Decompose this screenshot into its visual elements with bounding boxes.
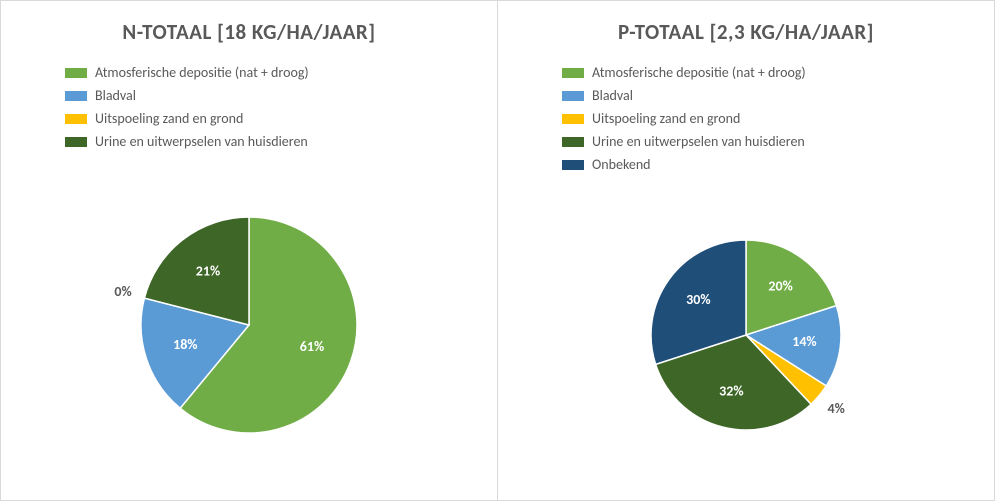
legend-item: Uitspoeling zand en grond (562, 107, 806, 130)
left-pie-wrap: 61% 18% 0% 21% (19, 167, 479, 483)
legend-label: Uitspoeling zand en grond (95, 107, 243, 130)
legend-label: Bladval (95, 84, 136, 107)
slice-percent-label: 61% (300, 338, 324, 355)
legend-item: Uitspoeling zand en grond (65, 107, 309, 130)
legend-swatch (562, 114, 584, 124)
right-panel: P-TOTAAL [2,3 KG/HA/JAAR] Atmosferische … (498, 0, 995, 501)
left-legend: Atmosferische depositie (nat + droog)Bla… (65, 61, 309, 153)
chart-container: N-TOTAAL [18 KG/HA/JAAR] Atmosferische d… (0, 0, 995, 501)
slice-percent-label: 32% (719, 383, 743, 400)
legend-label: Atmosferische depositie (nat + droog) (592, 61, 806, 84)
legend-swatch (562, 68, 584, 78)
right-pie-chart: 20% 14% 4% 32% 30% (601, 190, 891, 480)
right-pie-wrap: 20% 14% 4% 32% 30% (516, 190, 976, 482)
slice-percent-label: 21% (196, 263, 220, 280)
slice-percent-label: 14% (792, 333, 816, 350)
legend-swatch (65, 91, 87, 101)
slice-percent-label: 4% (827, 400, 844, 417)
right-legend: Atmosferische depositie (nat + droog)Bla… (562, 61, 806, 176)
legend-item: Urine en uitwerpselen van huisdieren (562, 130, 806, 153)
legend-swatch (562, 160, 584, 170)
slice-percent-label: 20% (768, 278, 792, 295)
legend-label: Urine en uitwerpselen van huisdieren (95, 130, 308, 153)
legend-label: Urine en uitwerpselen van huisdieren (592, 130, 805, 153)
legend-item: Bladval (65, 84, 309, 107)
legend-label: Uitspoeling zand en grond (592, 107, 740, 130)
legend-item: Atmosferische depositie (nat + droog) (65, 61, 309, 84)
legend-label: Atmosferische depositie (nat + droog) (95, 61, 309, 84)
legend-swatch (65, 137, 87, 147)
slice-percent-label: 0% (114, 283, 131, 300)
legend-item: Urine en uitwerpselen van huisdieren (65, 130, 309, 153)
right-chart-title: P-TOTAAL [2,3 KG/HA/JAAR] (618, 19, 874, 45)
legend-swatch (562, 137, 584, 147)
legend-item: Bladval (562, 84, 806, 107)
left-chart-title: N-TOTAAL [18 KG/HA/JAAR] (122, 19, 375, 45)
legend-swatch (65, 114, 87, 124)
legend-item: Onbekend (562, 153, 806, 176)
legend-label: Onbekend (592, 153, 651, 176)
left-pie-chart: 61% 18% 0% 21% (91, 167, 407, 483)
left-panel: N-TOTAAL [18 KG/HA/JAAR] Atmosferische d… (0, 0, 498, 501)
legend-swatch (562, 91, 584, 101)
legend-item: Atmosferische depositie (nat + droog) (562, 61, 806, 84)
legend-label: Bladval (592, 84, 633, 107)
slice-percent-label: 30% (686, 291, 710, 308)
slice-percent-label: 18% (173, 336, 197, 353)
legend-swatch (65, 68, 87, 78)
